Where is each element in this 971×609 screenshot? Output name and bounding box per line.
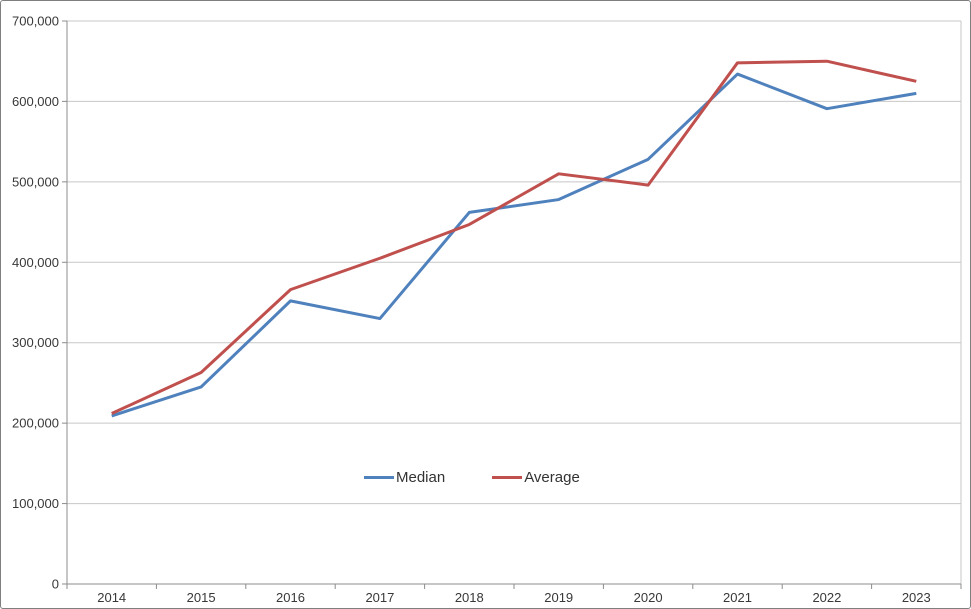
x-axis-label: 2022 xyxy=(812,590,841,605)
y-axis-label: 100,000 xyxy=(12,496,59,511)
y-axis-label: 400,000 xyxy=(12,255,59,270)
x-axis-label: 2014 xyxy=(97,590,126,605)
x-axis-label: 2017 xyxy=(365,590,394,605)
x-axis-label: 2015 xyxy=(187,590,216,605)
x-axis-label: 2020 xyxy=(634,590,663,605)
series-line-average xyxy=(111,59,917,415)
y-axis-label: 500,000 xyxy=(12,174,59,189)
legend-item-average: Average xyxy=(492,469,580,486)
legend: Median Average xyxy=(364,469,580,486)
x-axis-label: 2021 xyxy=(723,590,752,605)
x-axis-label: 2016 xyxy=(276,590,305,605)
y-axis-label: 200,000 xyxy=(12,416,59,431)
y-axis-label: 300,000 xyxy=(12,335,59,350)
legend-item-median: Median xyxy=(364,469,445,486)
y-axis-label: 700,000 xyxy=(12,14,59,29)
legend-label-average: Average xyxy=(524,469,580,486)
legend-label-median: Median xyxy=(396,469,446,486)
y-axis-label: 600,000 xyxy=(12,94,59,109)
x-axis-label: 2018 xyxy=(455,590,484,605)
median-line-swatch xyxy=(364,476,394,479)
x-axis-label: 2023 xyxy=(902,590,931,605)
average-line-swatch xyxy=(492,476,523,479)
x-axis-label: 2019 xyxy=(544,590,573,605)
series-line-median xyxy=(111,72,917,418)
y-axis-label: 0 xyxy=(52,577,59,592)
